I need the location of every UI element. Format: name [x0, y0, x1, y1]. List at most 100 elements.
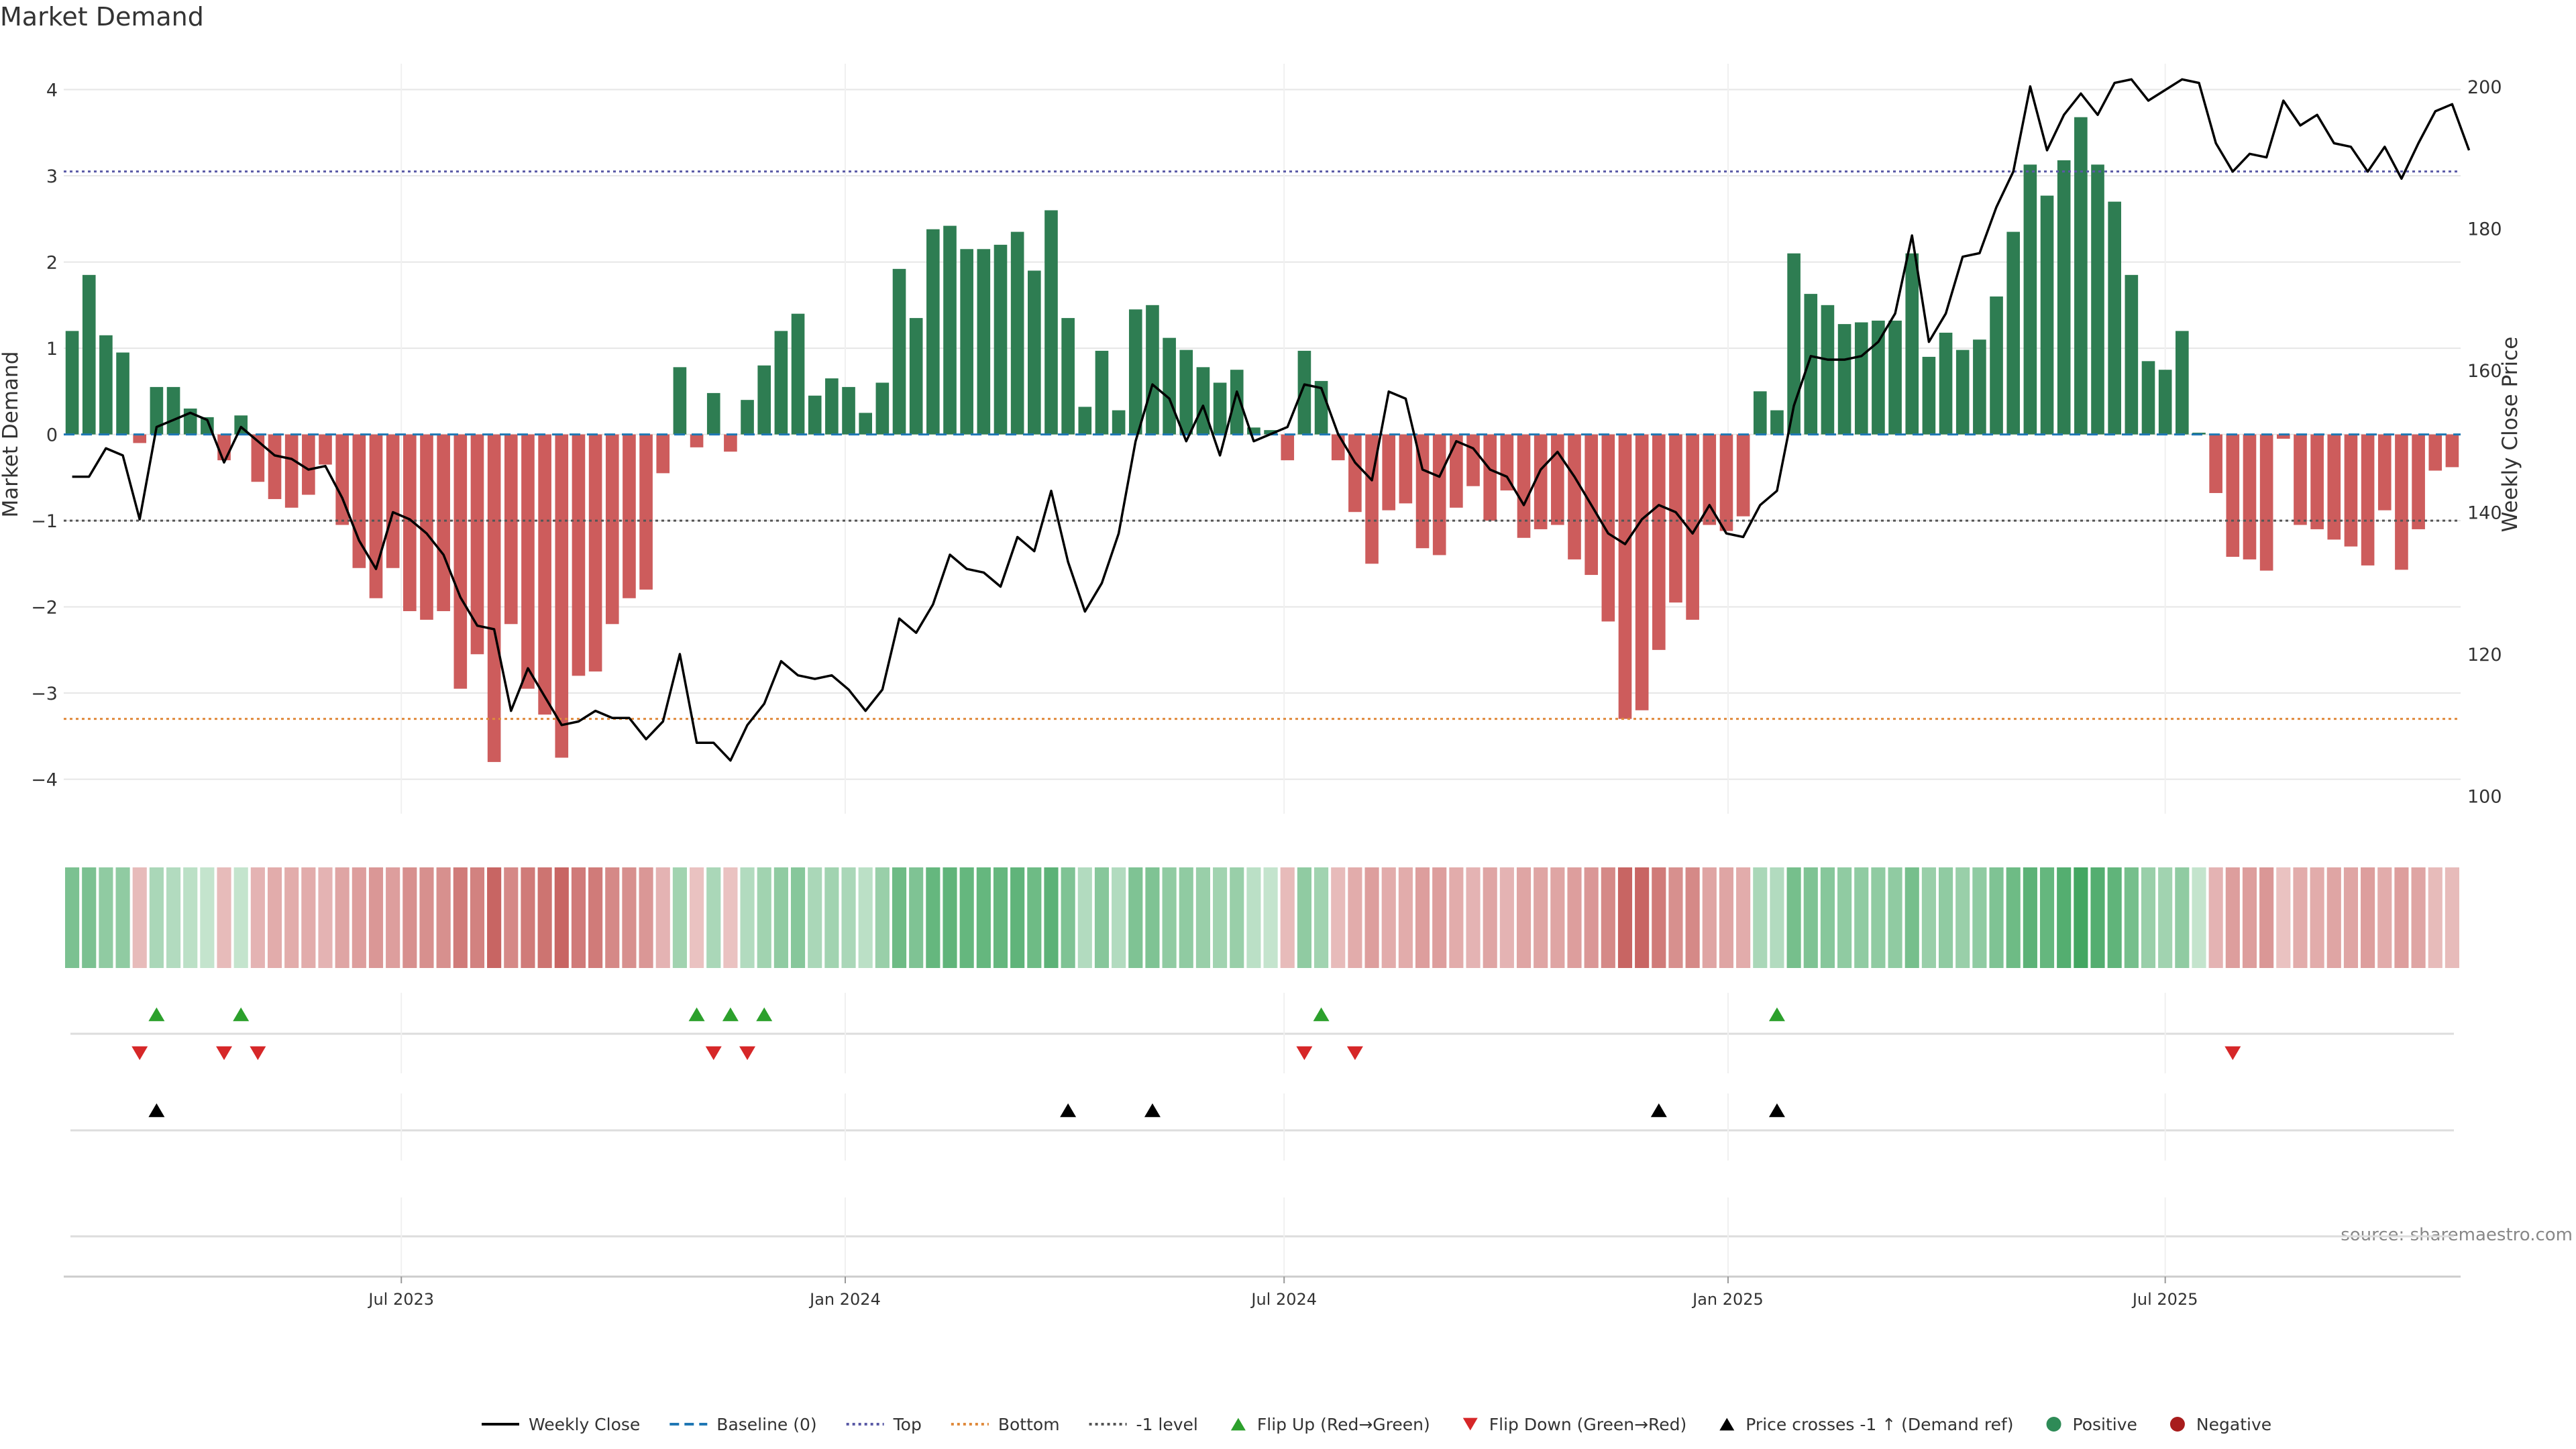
demand-bar — [2344, 434, 2358, 547]
strip-cell — [1837, 867, 1852, 968]
strip-cell — [571, 867, 586, 968]
y-left-tick-label: −2 — [31, 598, 58, 619]
strip-cell — [335, 867, 350, 968]
y-left-tick-label: 1 — [46, 339, 58, 360]
flip-down-marker — [250, 1046, 266, 1061]
demand-bar — [2259, 434, 2273, 571]
strip-cell — [2242, 867, 2257, 968]
demand-bar — [133, 434, 147, 443]
strip-cell — [1871, 867, 1886, 968]
flip-up-marker — [1313, 1007, 1330, 1022]
flip-down-marker — [1296, 1046, 1313, 1061]
strip-cell — [1297, 867, 1311, 968]
strip-cell — [875, 867, 890, 968]
demand-bar — [99, 335, 113, 435]
strip-cell — [1736, 867, 1751, 968]
flip-up-marker — [1768, 1007, 1785, 1022]
demand-bar — [960, 249, 973, 435]
demand-bar — [2108, 201, 2121, 435]
strip-cell — [1483, 867, 1497, 968]
strip-cell — [99, 867, 113, 968]
strip-cell — [132, 867, 147, 968]
grid-lines — [64, 64, 2461, 814]
strip-cell — [1179, 867, 1193, 968]
strip-cell — [1516, 867, 1532, 968]
demand-bar — [791, 313, 805, 435]
y-right-tick-label: 180 — [2467, 219, 2502, 239]
legend-swatch — [1719, 1417, 1735, 1431]
demand-bar — [572, 434, 586, 676]
flip-down-marker — [131, 1046, 148, 1061]
y-right-tick-label: 140 — [2467, 502, 2502, 523]
demand-bar — [588, 434, 602, 672]
legend-item: -1 level — [1089, 1415, 1198, 1434]
y-left-tick-label: −3 — [31, 684, 58, 704]
strip-cell — [841, 867, 856, 968]
demand-bar — [335, 434, 349, 525]
strip-cell — [1652, 867, 1666, 968]
demand-bar — [1179, 350, 1193, 435]
y-right-tick-label: 120 — [2467, 645, 2502, 665]
demand-bar — [1500, 434, 1514, 491]
strip-cell — [2057, 867, 2072, 968]
strip-cell — [790, 867, 806, 968]
strip-cell — [1635, 867, 1650, 968]
demand-bar — [1955, 350, 1970, 435]
x-tick-label: Jul 2025 — [2131, 1290, 2198, 1309]
demand-bar — [892, 268, 906, 435]
x-axis: Jul 2023 Jan 2024 Jul 2024 Jan 2025 Jul 2025 — [64, 1275, 2461, 1309]
demand-bar — [1922, 356, 1936, 435]
strip-cell — [2411, 867, 2426, 968]
demand-bar — [1061, 318, 1075, 435]
strip-cell — [2293, 867, 2308, 968]
demand-bar — [420, 434, 433, 620]
strip-cell — [655, 867, 670, 968]
demand-bar — [1297, 350, 1311, 435]
demand-bar — [2040, 195, 2054, 435]
demand-bar — [994, 244, 1008, 435]
strip-cell — [1112, 867, 1126, 968]
strip-cell — [183, 867, 198, 968]
strip-cell — [1077, 867, 1092, 968]
strip-cell — [2192, 867, 2206, 968]
legend-item: Flip Up (Red→Green) — [1230, 1415, 1430, 1434]
strip-cell — [1601, 867, 1615, 968]
legend-item: Price crosses -1 ↑ (Demand ref) — [1719, 1415, 2014, 1434]
strip-cell — [82, 867, 97, 968]
legend-swatch — [1230, 1417, 1246, 1431]
strip-cell — [419, 867, 434, 968]
strip-cell — [892, 867, 907, 968]
strip-cell — [1584, 867, 1599, 968]
strip-cell — [1230, 867, 1244, 968]
demand-bar — [2327, 434, 2341, 540]
weekly-close-line — [72, 78, 2471, 762]
strip-cell — [1499, 867, 1514, 968]
strip-cell — [858, 867, 873, 968]
strip-cell — [605, 867, 620, 968]
strip-cell — [233, 867, 248, 968]
demand-bar — [2091, 164, 2104, 435]
demand-bar — [521, 434, 535, 689]
legend-label: Flip Up (Red→Green) — [1257, 1415, 1430, 1434]
demand-bar — [1669, 434, 1682, 603]
legend-label: Negative — [2196, 1415, 2271, 1434]
strip-cell — [1685, 867, 1700, 968]
price-cross-marker — [1144, 1103, 1161, 1118]
demand-bar — [1399, 434, 1413, 504]
demand-bar — [116, 352, 129, 435]
y-right-tick-label: 160 — [2467, 361, 2502, 382]
chart-title: Market Demand — [0, 2, 204, 32]
strip-cell — [402, 867, 417, 968]
demand-bar — [284, 434, 299, 508]
strip-cell — [2343, 867, 2359, 968]
strip-cell — [2006, 867, 2021, 968]
strip-cell — [993, 867, 1008, 968]
demand-bar — [605, 434, 619, 625]
strip-cell — [2074, 867, 2088, 968]
demand-bar — [1854, 322, 1868, 435]
strip-cell — [1449, 867, 1464, 968]
strip-cell — [1854, 867, 1869, 968]
strip-cell — [166, 867, 181, 968]
price-cross-markers — [70, 1093, 2454, 1275]
